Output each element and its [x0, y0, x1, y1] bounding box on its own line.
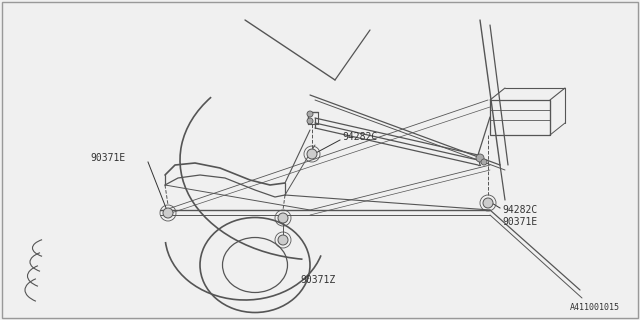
Text: 90371E: 90371E [502, 217, 537, 227]
Circle shape [307, 111, 313, 117]
Text: 94282C: 94282C [342, 132, 377, 142]
Text: 94282C: 94282C [502, 205, 537, 215]
Circle shape [481, 159, 487, 165]
Text: 90371E: 90371E [90, 153, 125, 163]
Circle shape [476, 154, 484, 162]
Circle shape [278, 213, 288, 223]
Bar [490, 100, 550, 135]
Text: A411001015: A411001015 [570, 303, 620, 312]
Circle shape [278, 235, 288, 245]
Text: 90371Z: 90371Z [300, 275, 335, 285]
Circle shape [163, 208, 173, 218]
Circle shape [483, 198, 493, 208]
Circle shape [307, 118, 313, 124]
Circle shape [307, 149, 317, 159]
